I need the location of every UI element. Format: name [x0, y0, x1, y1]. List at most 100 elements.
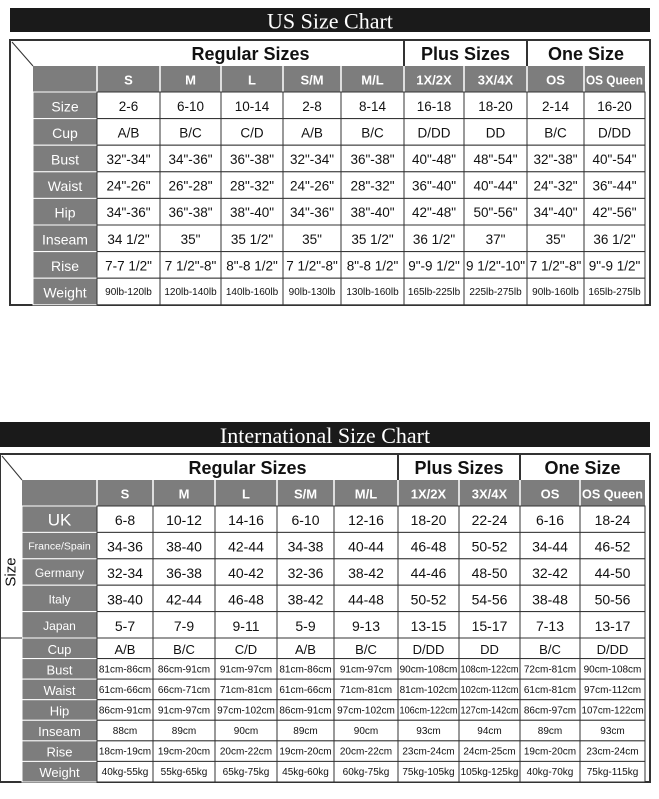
- title-bar: [10, 8, 650, 32]
- cell-text: 32-34: [107, 565, 143, 581]
- cell-text: 5-9: [295, 618, 315, 634]
- cell-text: 44-50: [595, 565, 631, 581]
- cell-text: 8-14: [359, 99, 387, 114]
- cell-text: 5-7: [115, 618, 135, 634]
- cell-text: 20cm-22cm: [340, 747, 392, 758]
- cell-text: 40kg-70kg: [527, 767, 574, 778]
- cell-text: 61cm-81cm: [524, 685, 576, 696]
- cell-text: 38-42: [348, 565, 384, 581]
- cell-text: 34-44: [532, 539, 568, 555]
- cell-text: 89cm: [172, 726, 196, 737]
- cell-text: 90cm-108cm: [584, 664, 642, 675]
- cell: [403, 251, 465, 279]
- row-label: Italy: [48, 592, 70, 606]
- cell: [458, 611, 521, 639]
- cell-text: 44-46: [411, 565, 447, 581]
- cell: [152, 505, 216, 533]
- cell: [159, 277, 222, 306]
- cell-text: 225lb-275lb: [469, 287, 522, 298]
- cell-text: 71cm-81cm: [340, 685, 392, 696]
- cell: [397, 584, 460, 613]
- cell-text: 34-36: [107, 539, 143, 555]
- cell-text: 97cm-102cm: [217, 705, 275, 716]
- cell: [220, 144, 284, 173]
- cell-text: 105kg-125kg: [461, 767, 519, 778]
- cell: [282, 144, 342, 173]
- cell-text: 45kg-60kg: [282, 767, 329, 778]
- cell: [96, 584, 154, 613]
- cell: [282, 91, 342, 120]
- cell-text: 7 1/2"-8": [286, 258, 338, 273]
- cell-text: 97cm-112cm: [584, 685, 641, 696]
- cell-text: D/DD: [418, 125, 451, 140]
- cell-text: DD: [480, 642, 499, 657]
- cell-text: 35 1/2": [351, 232, 394, 247]
- cell: [282, 197, 342, 226]
- cell-text: 28"-32": [350, 179, 394, 194]
- cell: [96, 251, 161, 279]
- row-label: Weight: [43, 285, 86, 301]
- row-label: Inseam: [42, 231, 88, 247]
- cell-text: 8"-8 1/2": [226, 258, 278, 273]
- cell: [463, 118, 528, 146]
- cell-text: 46-48: [228, 591, 264, 607]
- row-label-bg: [32, 91, 98, 120]
- row-label-bg: [21, 584, 98, 613]
- cell-text: A/B: [115, 642, 136, 657]
- cell-text: 48"-54": [473, 152, 517, 167]
- cell: [282, 277, 342, 306]
- cell: [526, 171, 585, 199]
- cell-text: 34-38: [288, 539, 324, 555]
- cell-text: 90lb-120lb: [105, 287, 152, 298]
- row-label: Cup: [48, 642, 72, 657]
- cell-text: 2-8: [302, 99, 322, 114]
- cell-text: 34"-36": [290, 205, 334, 220]
- cell-text: 42-44: [166, 591, 202, 607]
- cell-text: 10-12: [166, 512, 202, 528]
- cell-text: 40"-54": [592, 152, 636, 167]
- cell-text: 10-14: [235, 99, 270, 114]
- cell: [96, 144, 161, 173]
- row-label: Weight: [39, 765, 80, 780]
- column-header: S: [124, 73, 133, 88]
- cell-text: 36"-40": [412, 179, 456, 194]
- cell: [159, 251, 222, 279]
- cell-text: A/B: [301, 125, 323, 140]
- cell-text: 36"-44": [592, 179, 636, 194]
- cell-text: 90lb-130lb: [289, 287, 336, 298]
- cell-text: B/C: [179, 125, 202, 140]
- row-label-bg: [32, 224, 98, 253]
- cell-text: 9"-9 1/2": [408, 258, 460, 273]
- cell-text: A/B: [295, 642, 316, 657]
- cell-text: 71cm-81cm: [220, 685, 272, 696]
- cell-text: 93cm: [416, 726, 440, 737]
- row-label: France/Spain: [28, 541, 91, 553]
- cell-text: 18-24: [595, 512, 631, 528]
- cell: [333, 531, 399, 560]
- cell-text: 35 1/2": [231, 232, 274, 247]
- cell: [579, 584, 646, 613]
- row-label-bg: [21, 558, 98, 586]
- cell-text: 42-44: [228, 539, 264, 555]
- cell-text: 46-52: [595, 539, 631, 555]
- cell: [403, 91, 465, 120]
- cell: [220, 118, 284, 146]
- cell-text: 9-13: [352, 618, 380, 634]
- cell-text: 86cm-97cm: [524, 705, 576, 716]
- cell-text: 36-38: [166, 565, 202, 581]
- cell-text: 86cm-91cm: [99, 705, 151, 716]
- cell-text: 34"-40": [533, 205, 577, 220]
- cell: [152, 611, 216, 639]
- cell: [340, 118, 405, 146]
- cell-text: 50-52: [472, 539, 508, 555]
- cell-text: 40kg-55kg: [102, 767, 149, 778]
- cell-text: 6-10: [291, 512, 319, 528]
- cell: [583, 277, 646, 306]
- row-label-bg: [21, 611, 98, 639]
- cell-text: 88cm: [113, 726, 137, 737]
- cell-text: 90cm: [234, 726, 258, 737]
- cell: [340, 197, 405, 226]
- cell-text: C/D: [240, 125, 264, 140]
- row-label-bg: [32, 251, 98, 279]
